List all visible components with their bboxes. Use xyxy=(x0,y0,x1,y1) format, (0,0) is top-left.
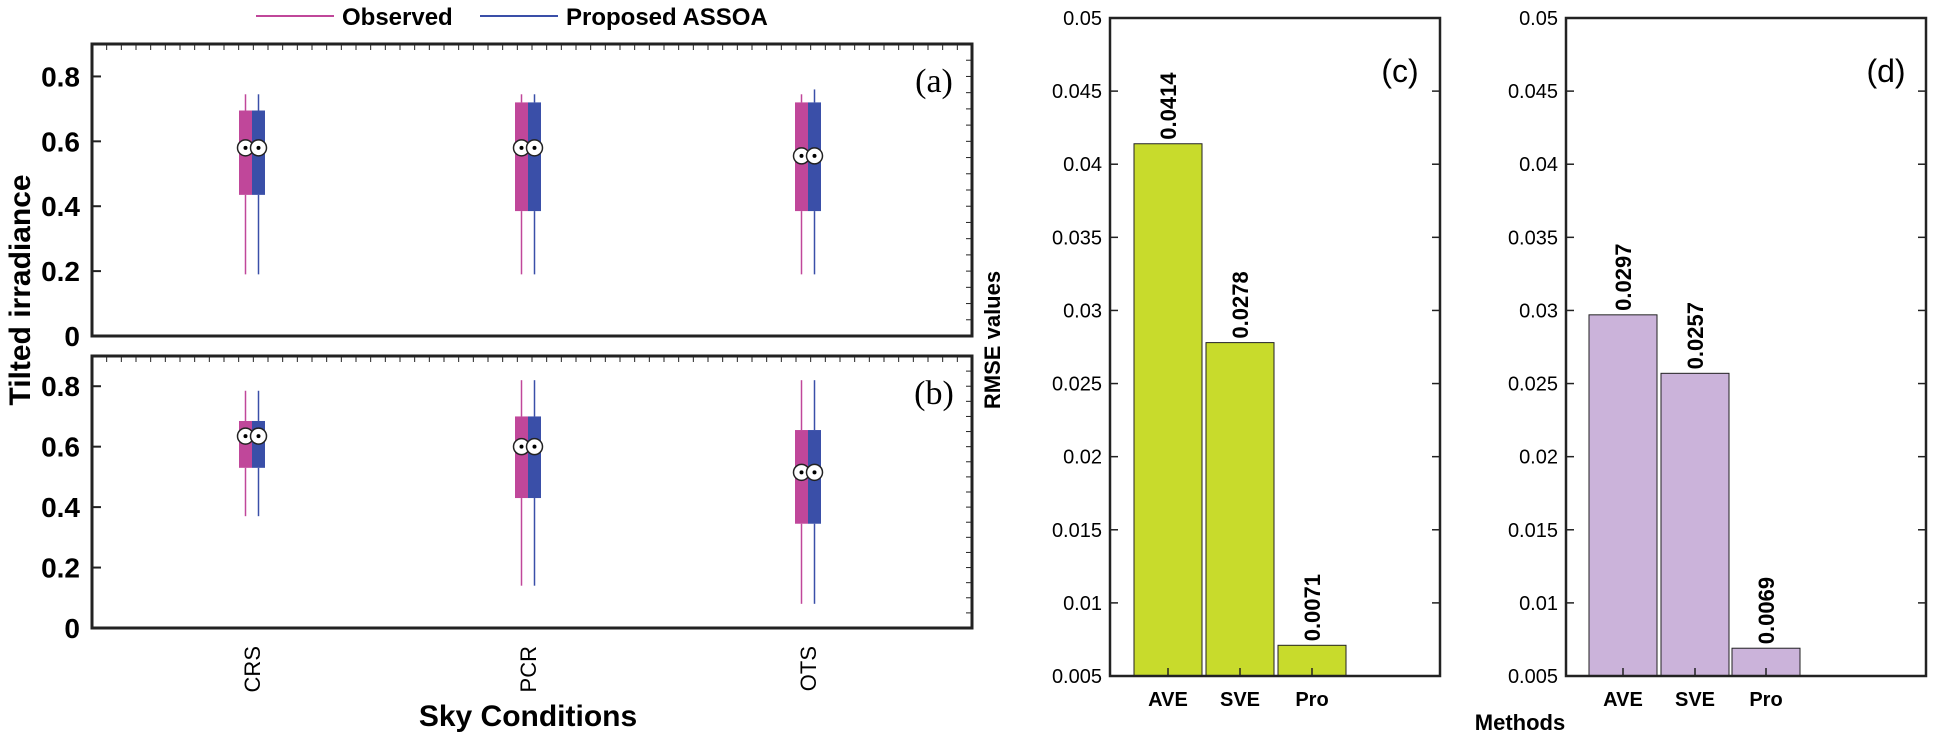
rmse-y-axis-label: RMSE values xyxy=(980,271,1005,409)
y-tick-label: 0.035 xyxy=(1052,227,1102,249)
panel-label: (d) xyxy=(1866,53,1905,89)
median-dot xyxy=(812,153,817,158)
panel-b-boxplot: 0 0.2 0.4 0.6 0.8 CRS PCR OTS (b) xyxy=(41,354,974,692)
y-tick-label: 0.015 xyxy=(1508,520,1558,542)
legend-proposed-label: Proposed ASSOA xyxy=(566,4,768,31)
median-dot xyxy=(519,145,524,150)
y-tick-label: 0.045 xyxy=(1508,81,1558,103)
median-dot xyxy=(243,434,248,439)
median-dot xyxy=(519,444,524,449)
median-dot xyxy=(256,145,261,150)
y-tick-label: 0.04 xyxy=(1063,154,1102,176)
data-label: 0.0069 xyxy=(1754,577,1779,644)
x-tick-label: SVE xyxy=(1675,689,1715,711)
data-label: 0.0257 xyxy=(1683,302,1708,369)
plot-frame xyxy=(1564,16,1928,678)
x-tick-label: CRS xyxy=(240,646,265,692)
legend: Observed Proposed ASSOA xyxy=(256,4,768,31)
bar xyxy=(1205,342,1275,677)
y-tick-label: 0.025 xyxy=(1052,374,1102,396)
y-tick-label: 0.025 xyxy=(1508,374,1558,396)
y-tick-label: 0.05 xyxy=(1519,8,1558,30)
y-tick-label: 0.4 xyxy=(41,191,80,222)
y-tick-label: 0.03 xyxy=(1063,300,1102,322)
box xyxy=(528,102,541,212)
box xyxy=(515,416,528,499)
box xyxy=(528,416,541,499)
x-tick-label: OTS xyxy=(796,646,821,691)
y-tick-label: 0.2 xyxy=(41,256,80,287)
panel-label: (c) xyxy=(1381,53,1418,89)
median-dot xyxy=(799,153,804,158)
bar xyxy=(1588,314,1658,677)
median-dot xyxy=(532,145,537,150)
panel-a-boxplot: 0 0.2 0.4 0.6 0.8 (a) xyxy=(41,42,974,352)
y-tick-label: 0.045 xyxy=(1052,81,1102,103)
y-tick-label: 0.8 xyxy=(41,61,80,92)
y-tick-label: 0.02 xyxy=(1519,447,1558,469)
plot-frame xyxy=(1108,16,1442,678)
box xyxy=(515,102,528,212)
panel-d-bar-chart: 0.005 0.01 0.015 0.02 0.025 0.03 0.035 0.04 0.04… xyxy=(1508,8,1928,711)
y-tick-label: 0 xyxy=(64,613,80,644)
y-tick-label: 0.8 xyxy=(41,371,80,402)
y-tick-label: 0.6 xyxy=(41,432,80,463)
y-tick-label: 0.05 xyxy=(1063,8,1102,30)
data-label: 0.0278 xyxy=(1228,271,1253,338)
median-dot xyxy=(799,470,804,475)
x-tick-label: Pro xyxy=(1749,689,1782,711)
data-label: 0.0071 xyxy=(1300,574,1325,641)
median-dot xyxy=(256,434,261,439)
x-tick-label: AVE xyxy=(1603,689,1643,711)
y-tick-label: 0.01 xyxy=(1063,593,1102,615)
x-tick-label: PCR xyxy=(516,646,541,692)
data-label: 0.0297 xyxy=(1611,244,1636,311)
data-label: 0.0414 xyxy=(1156,72,1181,140)
median-dot xyxy=(243,145,248,150)
left-x-axis-label: Sky Conditions xyxy=(419,700,637,733)
x-tick-label: Pro xyxy=(1295,689,1328,711)
y-tick-label: 0.04 xyxy=(1519,154,1558,176)
methods-x-axis-label: Methods xyxy=(1475,710,1565,735)
legend-observed-label: Observed xyxy=(342,4,453,31)
y-tick-label: 0.03 xyxy=(1519,300,1558,322)
y-tick-label: 0 xyxy=(64,321,80,352)
median-dot xyxy=(812,470,817,475)
y-tick-label: 0.6 xyxy=(41,126,80,157)
bar xyxy=(1133,143,1203,677)
left-y-axis-label: Tilted irradiance xyxy=(4,174,37,405)
y-tick-label: 0.01 xyxy=(1519,593,1558,615)
median-dot xyxy=(532,444,537,449)
x-tick-label: SVE xyxy=(1220,689,1260,711)
y-tick-label: 0.035 xyxy=(1508,227,1558,249)
panel-label: (b) xyxy=(914,375,954,412)
y-tick-label: 0.005 xyxy=(1508,666,1558,688)
plot-frame xyxy=(90,42,974,338)
y-tick-label: 0.015 xyxy=(1052,520,1102,542)
panel-label: (a) xyxy=(915,63,953,100)
plot-frame xyxy=(90,354,974,630)
y-tick-label: 0.005 xyxy=(1052,666,1102,688)
y-tick-label: 0.02 xyxy=(1063,447,1102,469)
x-tick-label: AVE xyxy=(1148,689,1188,711)
bar xyxy=(1660,372,1730,677)
bar xyxy=(1731,647,1801,677)
y-tick-label: 0.2 xyxy=(41,553,80,584)
y-tick-label: 0.4 xyxy=(41,492,80,523)
panel-c-bar-chart: 0.005 0.01 0.015 0.02 0.025 0.03 0.035 0.04 0.04… xyxy=(1052,8,1442,711)
